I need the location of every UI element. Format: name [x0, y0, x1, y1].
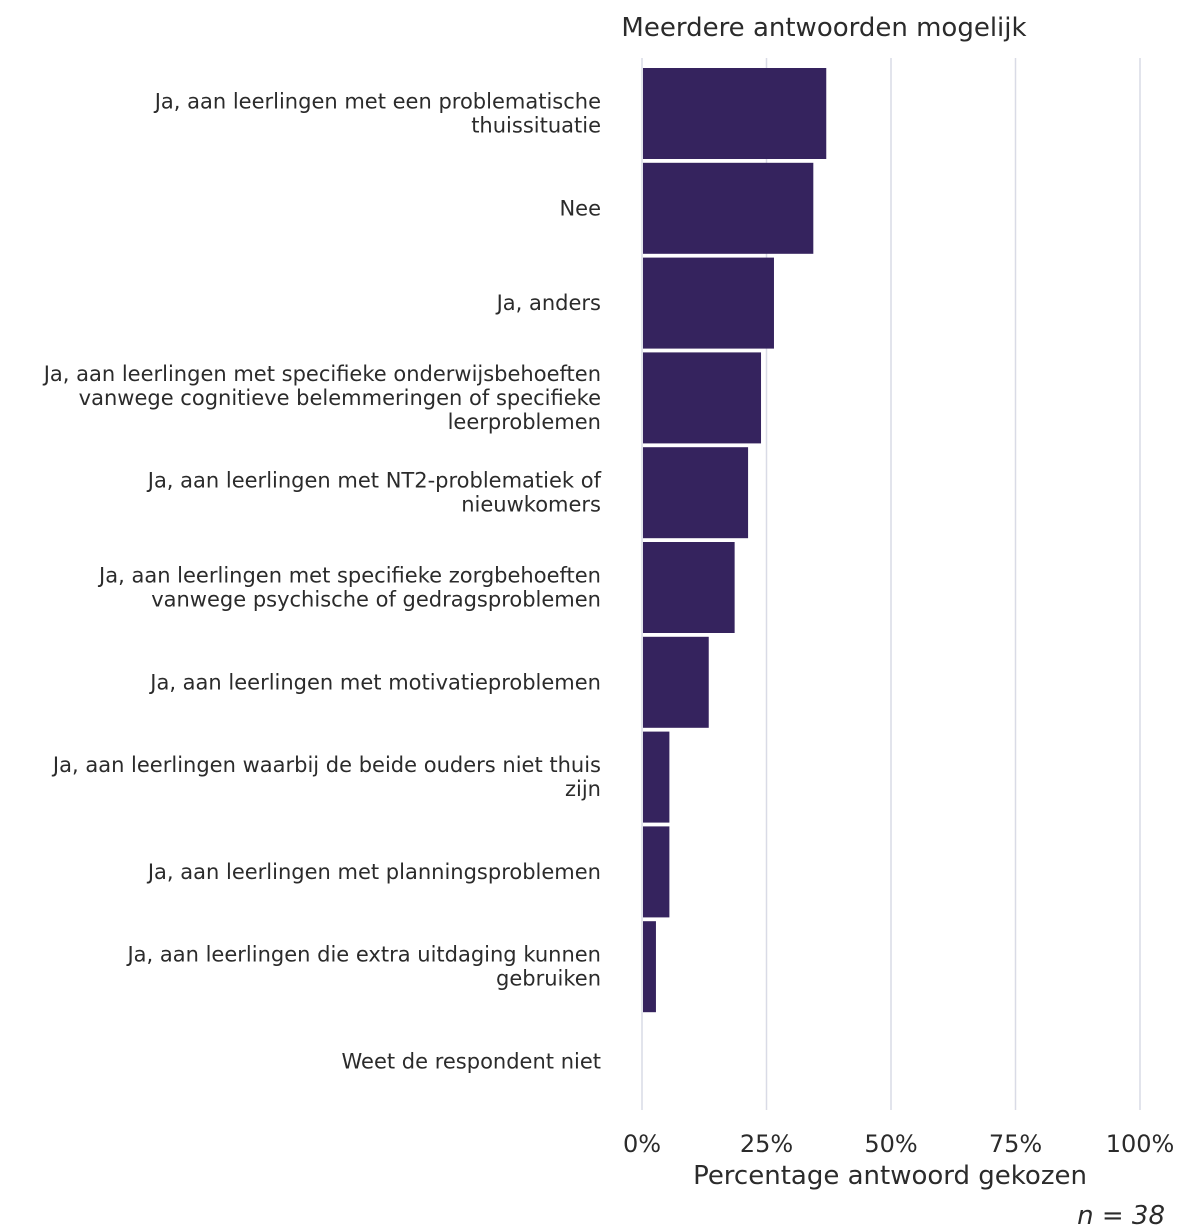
category-label-line: Nee	[559, 196, 601, 220]
x-tick-layer: 0% 25% 50% 75% 100%	[623, 1130, 1174, 1158]
bar	[643, 826, 670, 918]
bar	[643, 162, 814, 254]
x-tick-label: 75%	[989, 1130, 1042, 1158]
x-tick-label: 50%	[864, 1130, 917, 1158]
bar	[643, 68, 827, 159]
category-label: Ja, aan leerlingen met NT2-problematiek …	[146, 469, 602, 517]
bar	[643, 731, 670, 823]
category-label: Ja, aan leerlingen waarbij de beide oude…	[51, 753, 601, 801]
bar	[643, 542, 735, 633]
category-label-line: zijn	[565, 777, 601, 801]
category-label: Ja, aan leerlingen met specifieke zorgbe…	[97, 564, 601, 612]
category-label-line: Ja, aan leerlingen die extra uitdaging k…	[125, 943, 601, 967]
category-label: Ja, aan leerlingen met motivatieprobleme…	[148, 670, 601, 694]
category-label: Ja, aan leerlingen met een problematisch…	[153, 90, 601, 138]
bar	[643, 636, 709, 728]
category-label: Ja, anders	[495, 291, 601, 315]
category-label: Weet de respondent niet	[342, 1050, 602, 1074]
category-label-line: leerproblemen	[448, 410, 601, 434]
chart-title: Meerdere antwoorden mogelijk	[621, 13, 1026, 43]
category-label-line: Ja, aan leerlingen met NT2-problematiek …	[146, 469, 602, 493]
category-label-line: thuissituatie	[471, 114, 601, 138]
bar-layer	[643, 68, 827, 1013]
category-label-line: gebruiken	[496, 967, 601, 991]
x-tick-label: 0%	[623, 1130, 661, 1158]
x-tick-label: 25%	[740, 1130, 793, 1158]
bar	[643, 257, 774, 349]
category-label-line: Ja, anders	[495, 291, 601, 315]
category-label: Nee	[559, 196, 601, 220]
category-label-line: Ja, aan leerlingen waarbij de beide oude…	[51, 753, 601, 777]
x-axis-label: Percentage antwoord gekozen	[693, 1161, 1087, 1191]
category-label-layer: Ja, aan leerlingen met een problematisch…	[42, 90, 602, 1074]
category-label-line: Weet de respondent niet	[342, 1050, 602, 1074]
bar	[643, 447, 749, 539]
sample-size-note: n = 38	[1077, 1201, 1165, 1228]
category-label-line: Ja, aan leerlingen met specifieke onderw…	[42, 362, 601, 386]
category-label: Ja, aan leerlingen die extra uitdaging k…	[125, 943, 601, 991]
category-label-line: nieuwkomers	[461, 493, 601, 517]
category-label-line: Ja, aan leerlingen met planningsprobleme…	[146, 860, 601, 884]
category-label-line: Ja, aan leerlingen met specifieke zorgbe…	[97, 564, 601, 588]
category-label-line: Ja, aan leerlingen met een problematisch…	[153, 90, 601, 114]
bar	[643, 352, 762, 444]
category-label: Ja, aan leerlingen met planningsprobleme…	[146, 860, 601, 884]
bar	[643, 921, 656, 1013]
category-label-line: Ja, aan leerlingen met motivatieprobleme…	[148, 670, 601, 694]
category-label-line: vanwege psychische of gedragsproblemen	[151, 588, 601, 612]
category-label: Ja, aan leerlingen met specifieke onderw…	[42, 362, 601, 434]
x-tick-label: 100%	[1106, 1130, 1175, 1158]
category-label-line: vanwege cognitieve belemmeringen of spec…	[79, 386, 601, 410]
